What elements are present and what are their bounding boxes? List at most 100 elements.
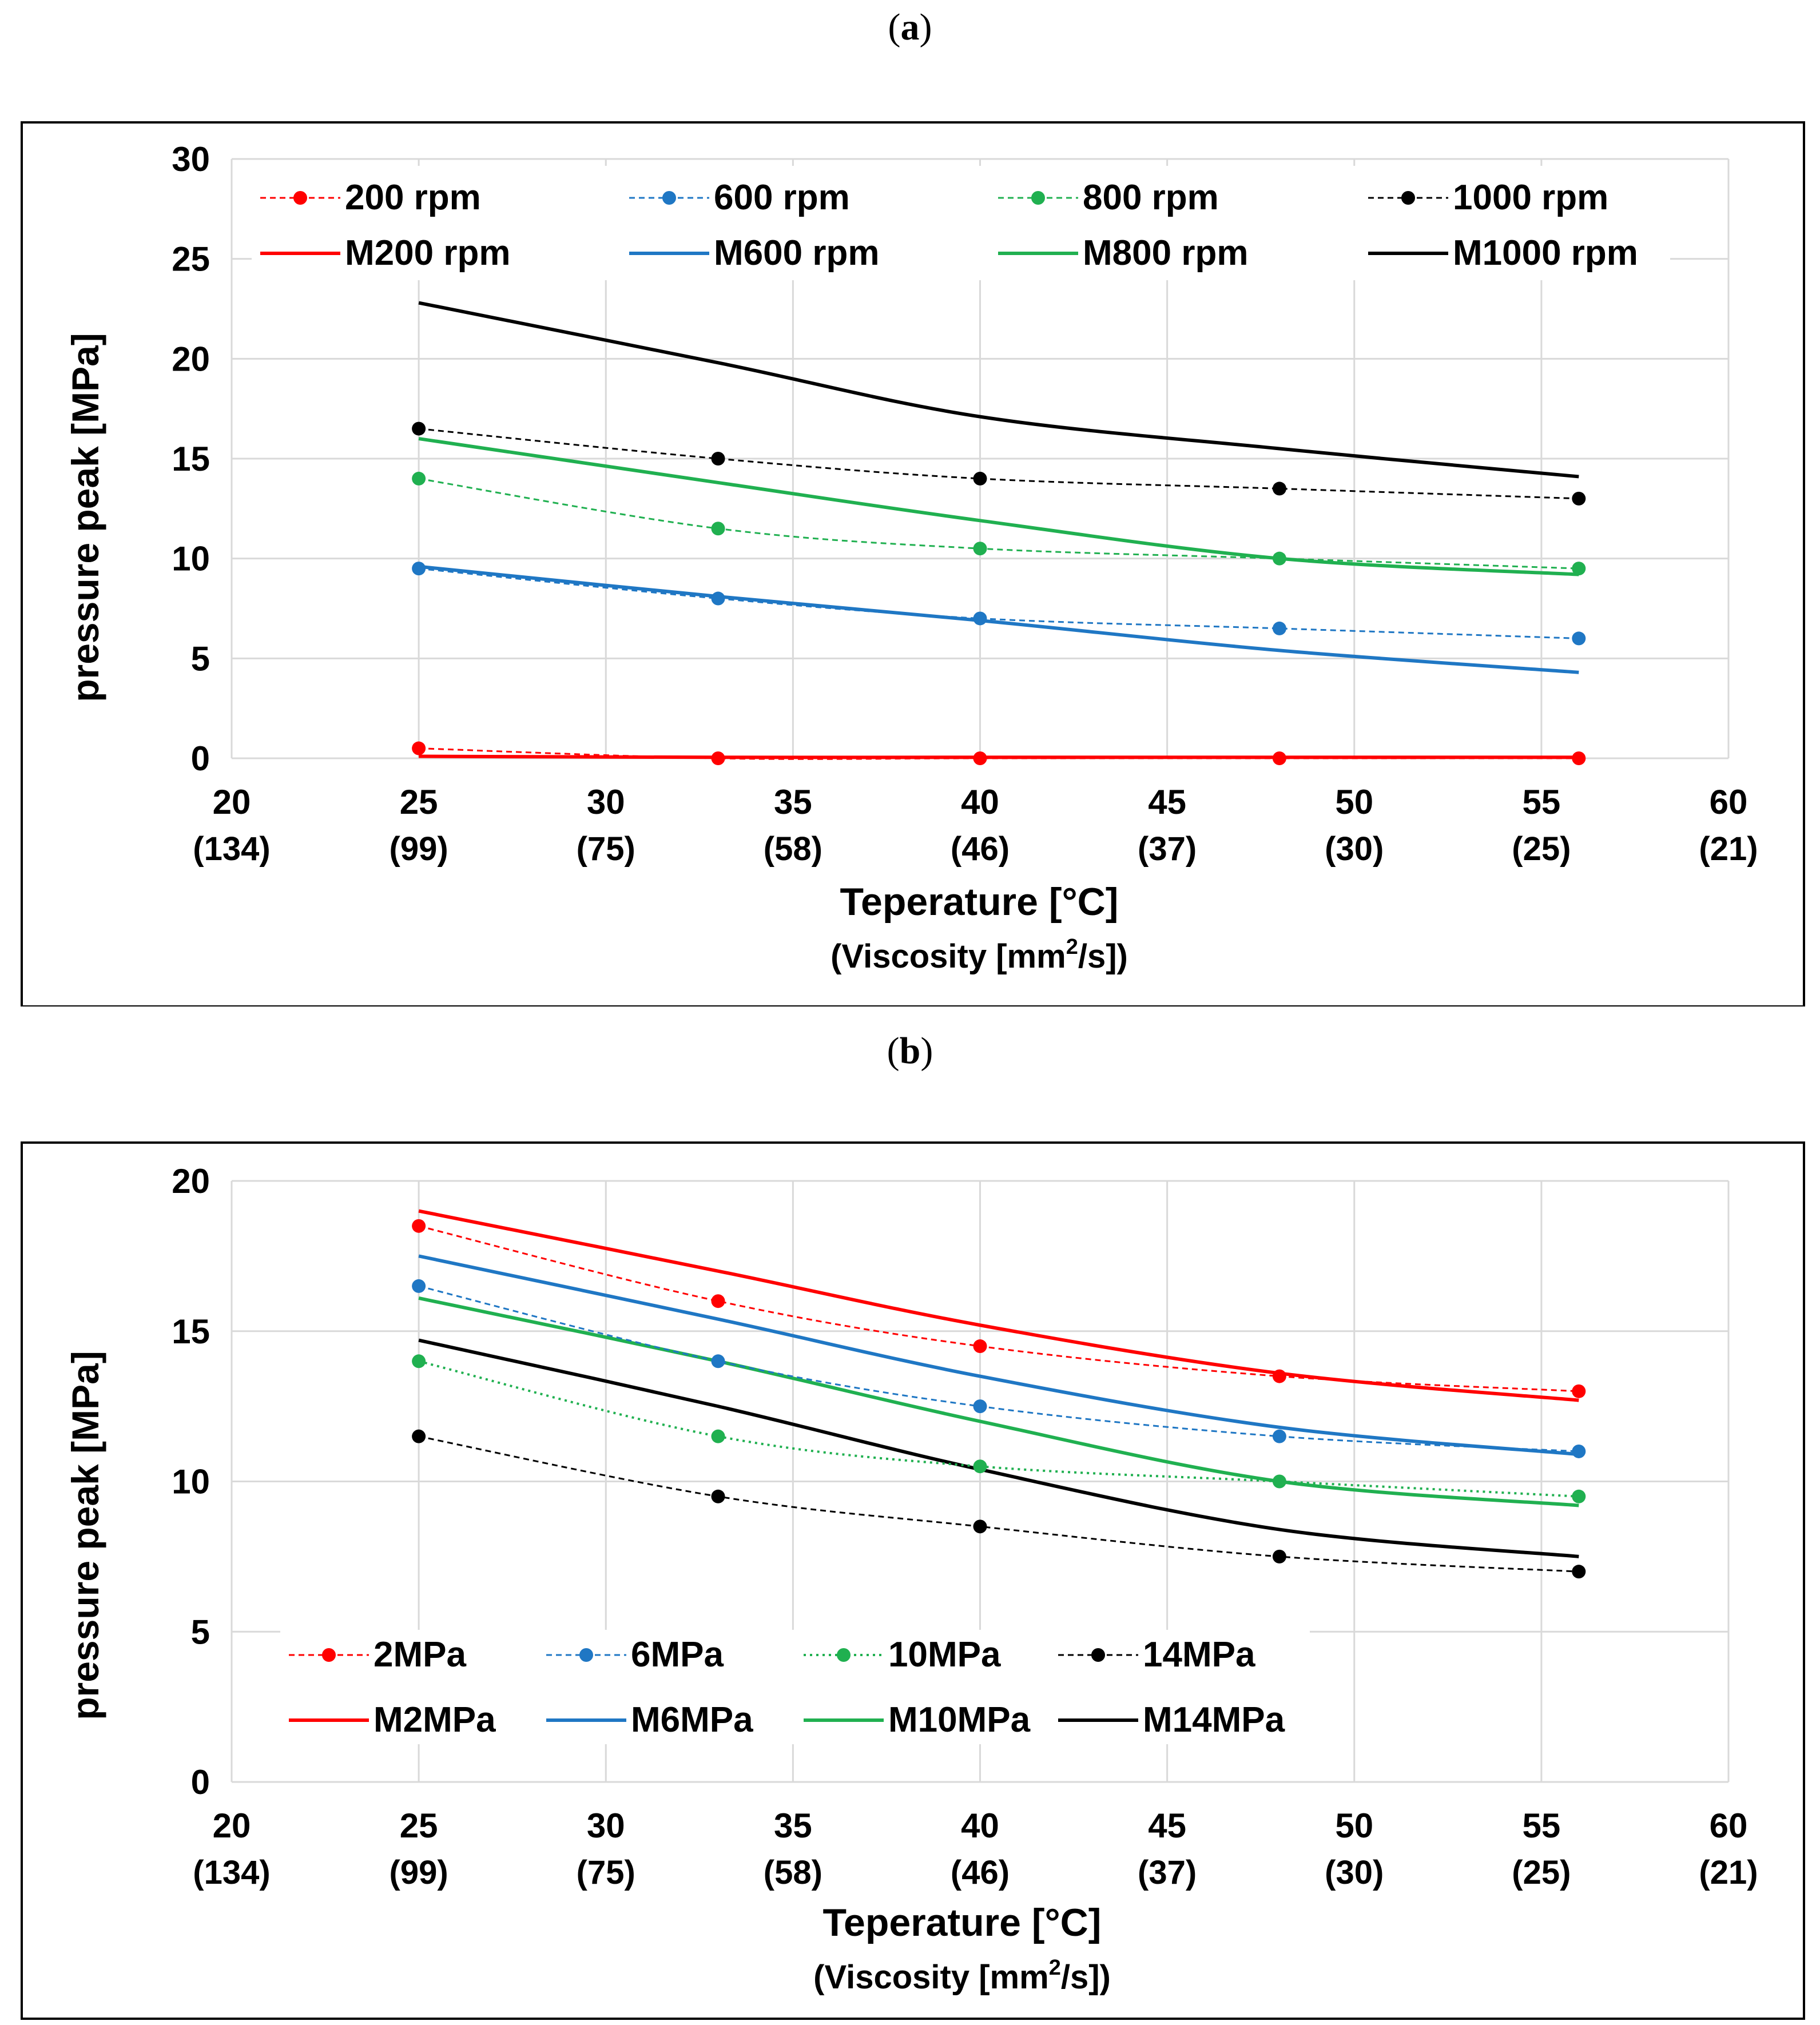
data-point-marker: [711, 591, 725, 606]
y-tick-label: 5: [191, 1613, 210, 1651]
series-600-rpm: [412, 562, 1586, 646]
chart-a: 0 5 10 15 20 25 30 20 (134) 25 (99) 30 (75) 35 (58) 40 (…: [21, 121, 1805, 1006]
series-line: [419, 754, 1579, 759]
panel-b-label-close: ): [920, 1030, 933, 1072]
x-tick-viscosity-label: (46): [951, 830, 1010, 868]
x-tick-viscosity-label: (46): [951, 1854, 1010, 1891]
x-tick-viscosity-label: (25): [1512, 830, 1571, 868]
data-point-marker: [1572, 1489, 1586, 1503]
x-tick-label: 25: [400, 1807, 438, 1845]
y-axis-title: pressure peak [MPa]: [64, 1351, 106, 1720]
panel-a-label-letter: a: [900, 6, 920, 48]
x-tick-viscosity-label: (37): [1138, 830, 1197, 868]
y-tick-label: 20: [172, 1162, 210, 1200]
legend-item: M14MPa: [1058, 1700, 1285, 1740]
data-point-marker: [1272, 551, 1286, 566]
legend-item: 14MPa: [1058, 1635, 1255, 1674]
y-tick-label: 25: [172, 240, 210, 279]
legend-label: 10MPa: [888, 1635, 1001, 1674]
x-tick-viscosity-label: (99): [390, 830, 448, 868]
x-tick-label: 40: [961, 783, 999, 821]
series-line: [418, 1209, 1579, 1402]
data-point-marker: [973, 751, 987, 765]
legend-background: [280, 1630, 1310, 1744]
x-tick-viscosity-label: (21): [1699, 1854, 1758, 1891]
legend-item: M600 rpm: [629, 233, 879, 273]
y-tick-label: 5: [191, 639, 210, 678]
y-tick-label: 0: [191, 1763, 210, 1801]
y-tick-label: 30: [172, 140, 210, 178]
y-axis-title: pressure peak [MPa]: [64, 333, 106, 702]
legend-marker: [293, 191, 307, 205]
data-point-marker: [412, 1354, 426, 1368]
x-axis-subtitle-superscript: 2: [1049, 1956, 1061, 1980]
series-line: [418, 428, 1579, 500]
x-tick-viscosity-label: (134): [193, 830, 270, 868]
series-line: [418, 564, 1579, 674]
data-point-marker: [1572, 562, 1586, 576]
legend-marker: [1401, 191, 1415, 205]
data-point-marker: [973, 611, 987, 626]
x-tick-viscosity-label: (25): [1512, 1854, 1571, 1891]
legend-marker: [837, 1648, 851, 1662]
series-line: [418, 1296, 1579, 1507]
data-point-marker: [1272, 1549, 1286, 1563]
x-axis-subtitle-suffix: /s]): [1078, 938, 1128, 975]
panel-a-label: (a): [0, 6, 1820, 49]
series-line: [418, 1435, 1579, 1573]
data-point-marker: [1272, 1429, 1286, 1443]
legend-label: M800 rpm: [1083, 233, 1248, 273]
legend-label: 2MPa: [373, 1635, 466, 1674]
x-tick-viscosity-label: (75): [577, 1854, 635, 1891]
x-tick-viscosity-label: (30): [1325, 830, 1384, 868]
x-tick-label: 55: [1523, 783, 1561, 821]
series-m200-rpm: [419, 754, 1579, 759]
x-tick-label: 45: [1148, 783, 1186, 821]
x-tick-label: 35: [774, 1807, 812, 1845]
legend-label: M1000 rpm: [1453, 233, 1638, 273]
data-point-marker: [1572, 751, 1586, 765]
x-tick-label: 20: [213, 1807, 251, 1845]
data-point-marker: [1272, 1369, 1286, 1383]
x-tick-viscosity-label: (75): [577, 830, 635, 868]
series-m600-rpm: [418, 564, 1579, 674]
x-tick-label: 45: [1148, 1807, 1186, 1845]
series-2mpa: [412, 1219, 1586, 1398]
series-m1000-rpm: [418, 301, 1579, 479]
x-tick-label: 55: [1523, 1807, 1561, 1845]
x-axis-subtitle-prefix: (Viscosity [mm: [813, 1959, 1049, 1996]
data-point-marker: [1272, 1474, 1286, 1489]
data-point-marker: [711, 751, 725, 765]
x-tick-viscosity-label: (30): [1325, 1854, 1384, 1891]
x-tick-label: 50: [1335, 1807, 1373, 1845]
panel-a-label-close: ): [919, 6, 932, 48]
x-tick-label: 30: [587, 1807, 625, 1845]
series-line: [418, 567, 1579, 639]
data-point-marker: [711, 1489, 725, 1503]
legend-item: M10MPa: [804, 1700, 1031, 1740]
x-tick-label: 60: [1710, 783, 1748, 821]
x-tick-viscosity-label: (99): [390, 1854, 448, 1891]
data-point-marker: [973, 1339, 987, 1354]
series-14mpa: [412, 1429, 1586, 1579]
legend-item: M800 rpm: [998, 233, 1248, 273]
series-line: [418, 437, 1579, 576]
data-point-marker: [412, 1429, 426, 1443]
series-m800-rpm: [418, 437, 1579, 576]
legend-marker: [662, 191, 676, 205]
chart-frame: [21, 1141, 1805, 2020]
data-point-marker: [1572, 491, 1586, 506]
legend-label: 6MPa: [631, 1635, 724, 1674]
x-axis-subtitle-suffix: /s]): [1061, 1959, 1111, 1996]
legend-item: 200 rpm: [260, 178, 481, 217]
data-point-marker: [1572, 1565, 1586, 1579]
legend-label: M14MPa: [1143, 1700, 1285, 1740]
panel-b-label-open: (: [887, 1030, 900, 1072]
y-tick-label: 15: [172, 1312, 210, 1351]
legend-item: 800 rpm: [998, 178, 1219, 217]
legend-item: M200 rpm: [260, 233, 510, 273]
data-point-marker: [412, 471, 426, 486]
panel-a-label-open: (: [888, 6, 901, 48]
legend-label: 1000 rpm: [1453, 178, 1608, 217]
data-point-marker: [973, 1519, 987, 1534]
